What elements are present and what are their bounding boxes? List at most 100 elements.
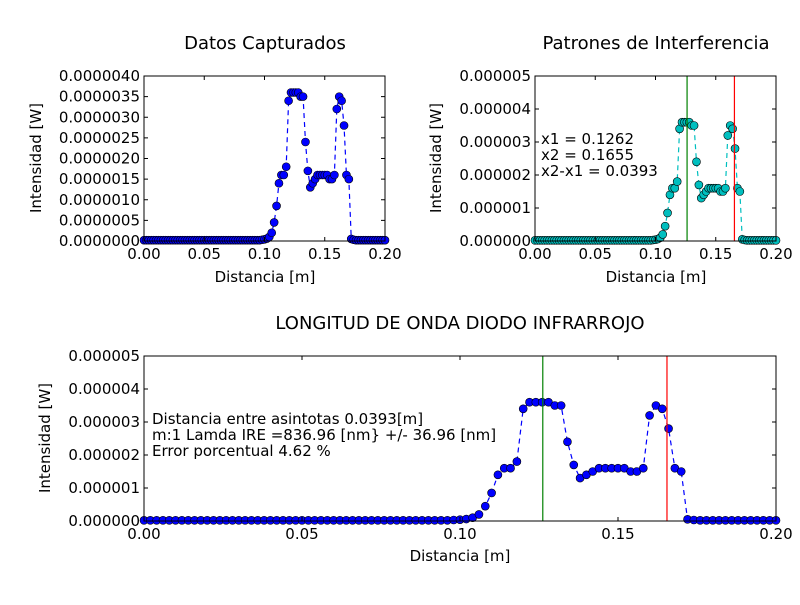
data-point [728,124,737,134]
x-tick-label: 0.00 [127,525,160,543]
data-point [721,183,730,193]
x-tick-label: 0.10 [248,245,281,263]
data-point [284,96,293,106]
y-tick-label: 0.0000000 [59,232,140,250]
annotation-error: Error porcentual 4.62 % [152,442,331,460]
chart-longitud-de-onda: LONGITUD DE ONDA DIODO INFRARROJO 0.00 0.… [36,313,793,565]
y-tick-label: 0.000005 [68,347,140,365]
data-point [723,131,733,140]
chart-datos-capturados: Datos Capturados 0.00 0.05 0.10 0.15 0.200.0… [27,33,402,286]
data-point [269,218,279,227]
data-point [332,104,342,114]
y-tick-label: 0.000003 [459,133,531,151]
y-tick-label: 0.0000025 [59,129,140,147]
data-point [506,463,515,473]
plot-area [139,356,781,525]
data-point [735,187,745,196]
x-axis-label: Distancia [m] [215,268,316,286]
y-tick-label: 0.0000020 [59,150,140,168]
x-tick-label: 0.10 [443,525,476,543]
x-tick-label: 0.15 [308,245,341,263]
x-axis-label: Distancia [m] [606,268,707,286]
y-tick-label: 0.0000030 [59,108,140,126]
data-point [664,424,673,433]
annotation-wavelength: m:1 Lamda IRE =836.96 [nm} +/- 36.96 [nm… [152,426,496,444]
data-point [272,201,281,211]
data-point [645,411,654,420]
y-axis-label: Intensidad [W] [36,383,54,493]
y-tick-label: 0.000003 [68,413,140,431]
chart-patrones-de-interferencia: Patrones de Interferencia 0.00 0.05 0.10 0.… [427,33,793,286]
data-point [676,467,686,476]
y-tick-label: 0.0000040 [59,67,140,85]
y-axis-label: Intensidad [W] [27,103,45,213]
data-point [694,180,704,190]
data-point [337,96,346,106]
data-point [518,404,528,414]
y-tick-label: 0.000005 [459,67,531,85]
x-tick-label: 0.00 [127,245,160,263]
y-tick-label: 0.0000005 [59,211,140,229]
data-point [563,437,572,447]
data-point [339,121,349,130]
data-point [657,404,667,414]
y-axis-label: Intensidad [W] [427,103,445,213]
x-tick-label: 0.05 [188,245,221,263]
chart-title: Datos Capturados [184,33,346,54]
tick-labels: 0.00 0.05 0.10 0.15 0.20 0.000000 0.000001 0.00… [68,347,792,543]
data-point [330,170,339,180]
y-tick-label: 0.000002 [459,166,531,184]
data-point [638,463,648,473]
data-point [267,228,277,238]
y-tick-label: 0.000001 [459,199,531,217]
data-point [658,230,668,239]
y-tick-label: 0.0000015 [59,170,140,188]
y-tick-label: 0.0000010 [59,191,140,209]
data-point [301,137,310,147]
data-point [569,460,579,470]
annotation-distance: Distancia entre asintotas 0.0393[m] [152,410,423,428]
y-tick-label: 0.000000 [68,512,140,530]
data-point [274,178,284,188]
data-point [663,208,672,218]
x-tick-label: 0.00 [518,245,551,263]
y-tick-label: 0.000002 [68,446,140,464]
data-point [730,144,740,153]
chart-title: LONGITUD DE ONDA DIODO INFRARROJO [275,313,644,334]
data-point [493,470,503,480]
x-axis-label: Distancia [m] [410,547,511,565]
annotation-x2: x2 = 0.1655 [541,146,634,164]
data-point [474,510,484,519]
y-tick-label: 0.0000035 [59,88,140,106]
x-tick-label: 0.15 [699,245,732,263]
data-point [303,166,313,176]
x-tick-label: 0.20 [759,525,792,543]
chart-title: Patrones de Interferencia [542,33,769,54]
annotation-diff: x2-x1 = 0.0393 [541,162,658,180]
y-tick-label: 0.000001 [68,479,140,497]
data-point [480,501,490,511]
data-point [672,177,682,186]
x-tick-label: 0.20 [368,245,401,263]
data-point [512,457,522,466]
tick-labels: 0.00 0.05 0.10 0.15 0.20 0.0000000 0.0000005 0.… [59,67,402,263]
annotation-x1: x1 = 0.1262 [541,130,634,148]
data-point [281,162,291,172]
data-point [689,121,699,130]
x-tick-label: 0.15 [601,525,634,543]
x-tick-label: 0.20 [759,245,792,263]
data-point [660,221,670,231]
data-point [344,174,354,184]
y-tick-label: 0.000004 [459,100,531,118]
data-point [487,488,496,498]
data-point [556,401,566,410]
y-tick-label: 0.000000 [459,232,531,250]
data-point [279,170,289,180]
tick-labels: 0.00 0.05 0.10 0.15 0.20 0.000000 0.000001 0.00… [459,67,792,263]
x-tick-label: 0.05 [579,245,612,263]
x-tick-label: 0.05 [285,525,318,543]
data-point [692,157,701,167]
x-tick-label: 0.10 [639,245,672,263]
